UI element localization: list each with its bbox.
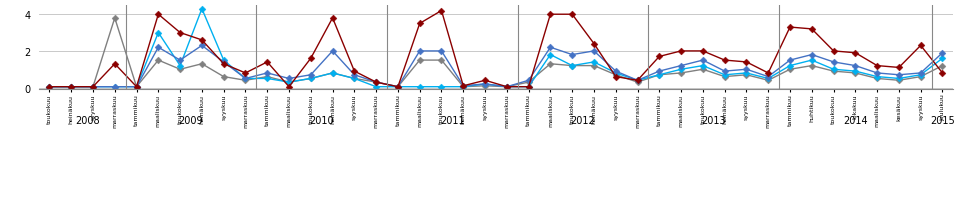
Text: 2011: 2011 <box>440 115 465 125</box>
Text: 2012: 2012 <box>571 115 595 125</box>
Text: 2014: 2014 <box>843 115 868 125</box>
Text: 2008: 2008 <box>75 115 100 125</box>
Text: 2010: 2010 <box>309 115 334 125</box>
Text: 2009: 2009 <box>179 115 203 125</box>
Text: 2015: 2015 <box>930 115 955 125</box>
Text: 2013: 2013 <box>701 115 726 125</box>
